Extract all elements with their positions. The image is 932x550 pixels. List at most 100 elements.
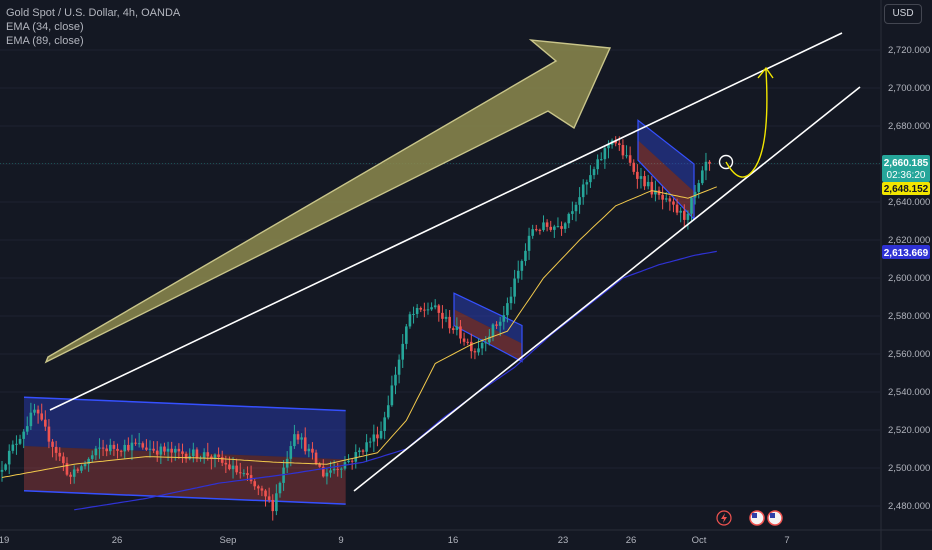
x-tick-label: 23	[558, 535, 569, 546]
candle-body	[321, 466, 325, 477]
candle-body	[567, 213, 571, 224]
candle-body	[365, 442, 368, 452]
projection-curve	[725, 69, 768, 178]
ema89-legend[interactable]: EMA (89, close)	[6, 35, 84, 47]
last-price-tag: 2,660.185	[884, 158, 929, 169]
y-tick-label: 2,680.000	[888, 121, 930, 132]
candle-body	[329, 470, 332, 473]
candle-body	[477, 348, 480, 353]
currency-button[interactable]: USD	[884, 4, 922, 24]
candle-body	[383, 417, 386, 431]
candle-body	[134, 442, 137, 444]
y-tick-label: 2,580.000	[888, 311, 930, 322]
candle-body	[177, 448, 181, 452]
ema34-legend[interactable]: EMA (34, close)	[6, 21, 84, 33]
candle-body	[303, 437, 307, 452]
candle-body	[412, 313, 415, 315]
time-axis[interactable]: 19 26 Sep 9 16 23 26 Oct 7	[0, 529, 932, 546]
candle-body	[112, 444, 116, 449]
candle-body	[679, 210, 682, 213]
y-tick-label: 2,520.000	[888, 425, 930, 436]
candle-body	[585, 182, 589, 185]
candle-body	[386, 405, 390, 418]
y-tick-label: 2,720.000	[888, 45, 930, 56]
lightning-event-icon[interactable]	[716, 510, 732, 526]
candle-body	[318, 463, 321, 467]
candle-body	[650, 181, 654, 195]
lightning-glyph	[721, 513, 727, 523]
candle-body	[646, 181, 650, 187]
candle-body	[170, 448, 173, 453]
candle-body	[509, 296, 513, 304]
candle-body	[7, 450, 11, 465]
candle-body	[405, 326, 408, 344]
flag2-lower	[638, 140, 694, 220]
candle-body	[607, 144, 610, 149]
candle-body	[437, 305, 441, 313]
candle-body	[69, 474, 72, 477]
candle-body	[257, 486, 260, 489]
candle-body	[560, 226, 563, 229]
candle-body	[325, 472, 329, 477]
candle-body	[4, 464, 7, 470]
big-arrow-shape	[44, 39, 612, 364]
candle-body	[513, 278, 516, 297]
candle-body	[628, 155, 632, 163]
ema34-tag-bg	[882, 182, 930, 195]
candle-body	[571, 211, 574, 214]
candle-body	[296, 434, 300, 440]
candle-body	[62, 456, 65, 464]
candle-body	[462, 338, 466, 342]
candle-body	[148, 448, 152, 450]
candle-body	[697, 183, 701, 192]
candle-body	[192, 449, 195, 457]
price-axis[interactable]: 2,480.000 2,500.000 2,520.000 2,540.000 2,56…	[880, 0, 930, 550]
candle-body	[184, 453, 188, 459]
ema34-tag: 2,648.152	[884, 184, 929, 195]
flag1-lower	[454, 309, 522, 362]
flag-patterns	[453, 119, 695, 363]
candle-body	[618, 143, 621, 146]
candle-body	[589, 175, 592, 183]
candle-body	[542, 222, 545, 231]
symbol-title[interactable]: Gold Spot / U.S. Dollar, 4h, OANDA	[6, 7, 181, 19]
candle-body	[25, 426, 29, 432]
candle-body	[538, 229, 542, 231]
candle-body	[51, 441, 54, 447]
y-tick-label: 2,620.000	[888, 235, 930, 246]
candle-body	[249, 475, 253, 482]
candle-body	[217, 454, 220, 458]
candle-body	[94, 448, 98, 456]
candle-body	[534, 229, 538, 231]
candle-body	[238, 472, 242, 474]
projection-arrowhead	[757, 66, 774, 79]
y-tick-label: 2,700.000	[888, 83, 930, 94]
candle-body	[415, 307, 419, 314]
candle-body	[145, 447, 148, 450]
candle-body	[701, 170, 704, 184]
candle-body	[397, 359, 401, 375]
candle-body	[15, 443, 18, 445]
candle-body	[40, 413, 44, 420]
candle-body	[11, 444, 15, 451]
ema89-tag-bg	[882, 245, 930, 259]
candle-body	[599, 159, 603, 161]
candle-body	[347, 460, 350, 463]
candle-body	[336, 468, 340, 470]
projection-path	[718, 66, 774, 178]
candle-body	[506, 303, 509, 316]
candle-body	[354, 452, 358, 462]
event-icons[interactable]	[716, 510, 783, 526]
candle-body	[455, 326, 459, 330]
candle-body	[556, 226, 560, 228]
candle-body	[358, 450, 361, 453]
candle-body	[578, 197, 581, 205]
candle-body	[596, 159, 599, 170]
candle-body	[22, 431, 25, 439]
y-tick-label: 2,480.000	[888, 501, 930, 512]
x-tick-label: Oct	[692, 535, 707, 546]
candle-body	[242, 473, 246, 475]
candle-body	[394, 374, 397, 386]
